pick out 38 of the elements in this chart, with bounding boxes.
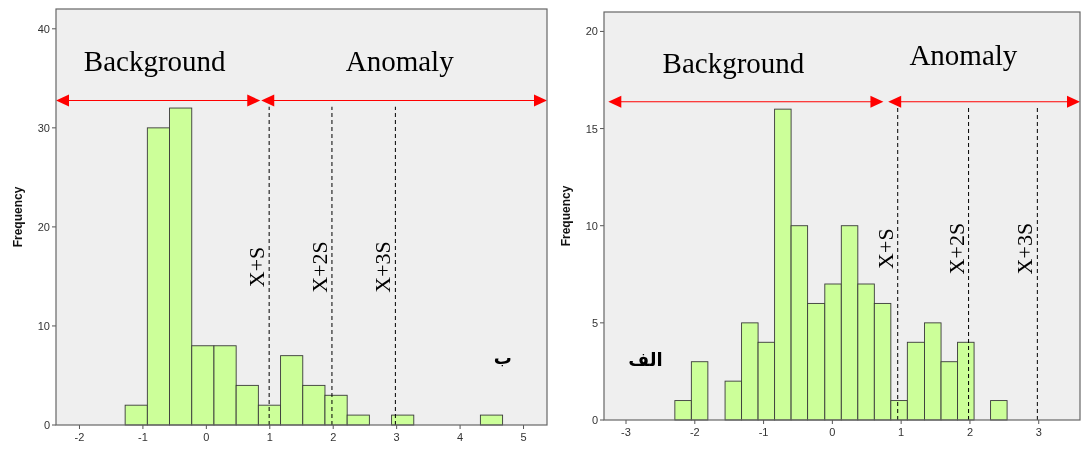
annotation: Anomaly (909, 39, 1018, 72)
annotation: Anomaly (345, 45, 455, 78)
annotation: Background (83, 45, 227, 78)
x-tick-label: 1 (898, 426, 905, 438)
y-tick-label: 20 (585, 25, 598, 38)
y-axis-title: Frequency (11, 186, 25, 248)
x-tick-label: -3 (621, 426, 631, 438)
annotation: ب (493, 347, 512, 369)
ref-line-label: X+2S (306, 241, 332, 293)
x-tick-label: -2 (74, 431, 85, 443)
y-tick-label: 5 (591, 316, 598, 329)
y-tick-label: 20 (37, 220, 50, 233)
ref-line-label: X+3S (1012, 222, 1038, 275)
y-tick-label: 10 (37, 319, 50, 332)
x-tick-label: -1 (138, 431, 148, 443)
x-tick-label: 0 (203, 431, 210, 443)
ref-line-label: X+3S (370, 241, 396, 293)
x-tick-label: 3 (1035, 426, 1042, 438)
x-tick-label: 4 (457, 431, 464, 443)
x-tick-label: 2 (330, 431, 337, 443)
y-tick-label: 15 (585, 122, 598, 135)
x-tick-label: 3 (393, 431, 400, 443)
y-axis-title: Frequency (559, 185, 573, 247)
x-tick-label: 2 (966, 426, 973, 438)
ref-line-label: X+2S (943, 222, 969, 275)
ref-line-label: X+S (872, 228, 898, 269)
x-tick-label: 5 (520, 431, 527, 443)
annotation: Background (662, 47, 805, 80)
annotation: الف (628, 349, 663, 371)
x-tick-label: -2 (689, 426, 700, 438)
y-tick-label: 0 (591, 414, 598, 426)
y-tick-label: 10 (585, 219, 598, 232)
x-tick-label: 0 (829, 426, 836, 438)
y-tick-label: 40 (37, 22, 50, 35)
x-tick-label: -1 (758, 426, 769, 438)
ref-line-label: X+S (244, 246, 270, 288)
x-tick-label: 1 (266, 431, 273, 443)
y-tick-label: 30 (37, 121, 50, 134)
